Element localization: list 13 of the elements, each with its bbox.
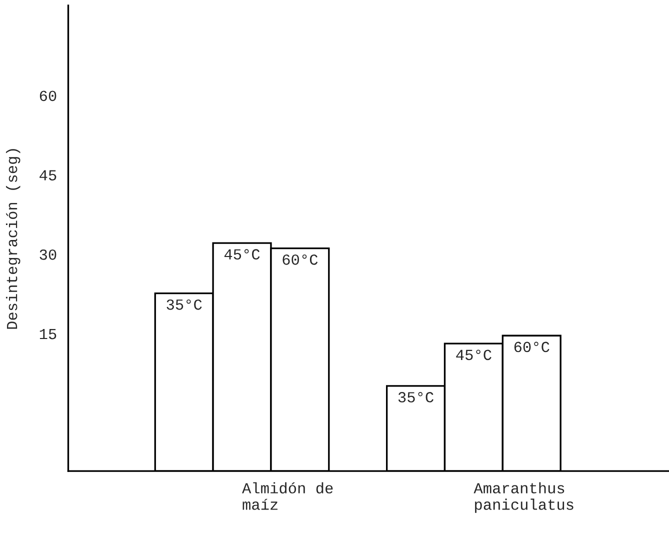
y-axis-title: Desintegración (seg) (6, 149, 20, 329)
y-tick-label: 60 (40, 90, 56, 102)
x-tick-label: Amaranthus paniculatus (474, 482, 574, 513)
x-tick-label: Almidón de maíz (242, 482, 333, 510)
text: 45°C (456, 350, 492, 360)
text: 35°C (398, 392, 434, 402)
series-label: 60°C (514, 342, 550, 352)
series-label: 35°C (166, 299, 202, 310)
series-label: 45°C (224, 249, 260, 260)
y-tick-label: 30 (40, 249, 56, 260)
y-tick-label: 45 (40, 170, 56, 180)
y-tick-label: 15 (40, 328, 56, 340)
text: 60°C (282, 254, 318, 265)
